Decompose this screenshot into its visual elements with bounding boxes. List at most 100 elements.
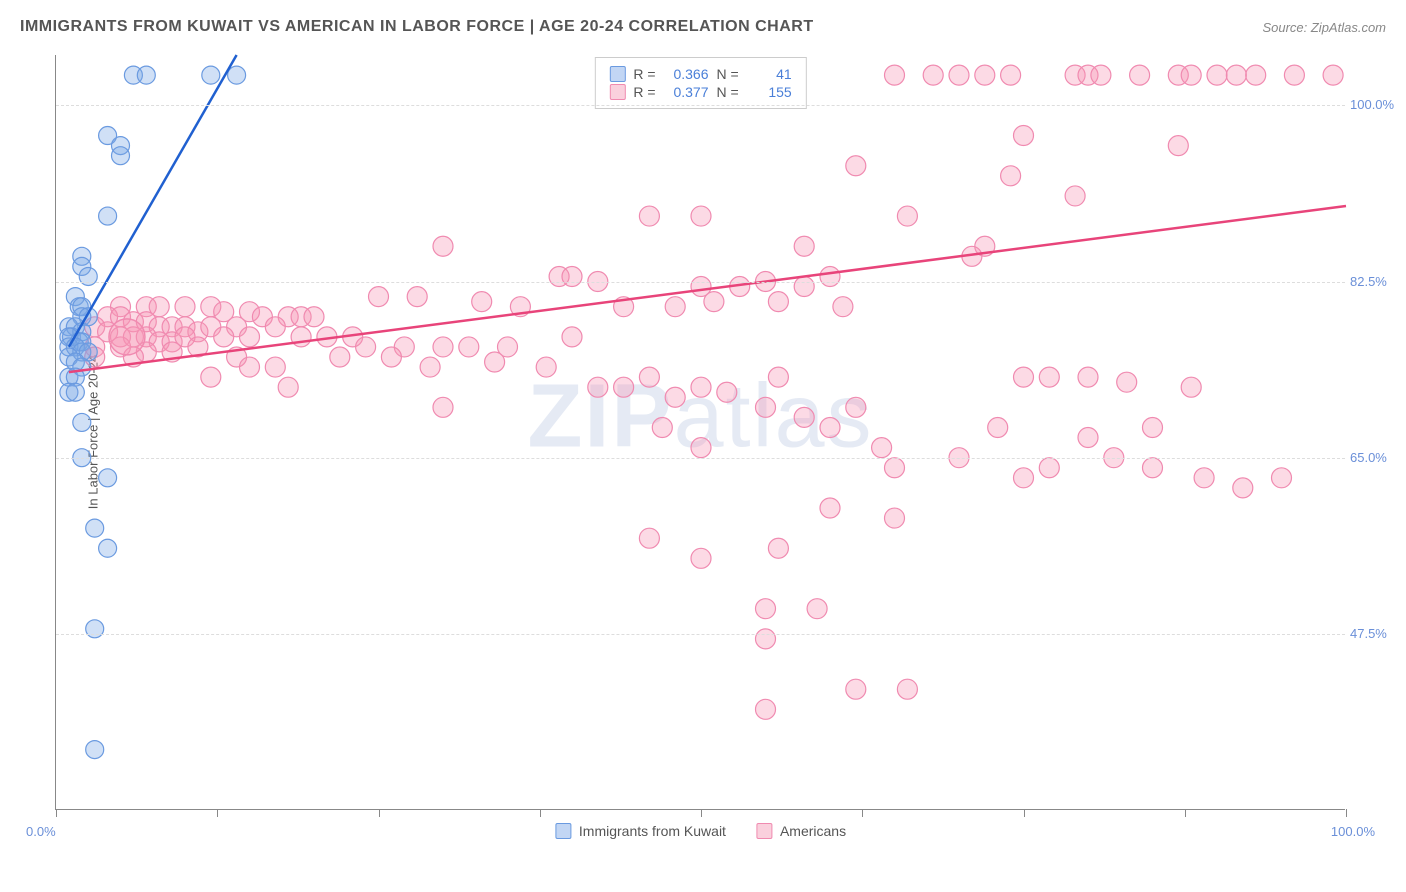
x-tick xyxy=(217,809,218,817)
data-point xyxy=(99,469,117,487)
data-point xyxy=(1272,468,1292,488)
r-label: R = xyxy=(633,84,655,100)
data-point xyxy=(588,377,608,397)
data-point xyxy=(846,156,866,176)
y-tick-label: 47.5% xyxy=(1350,626,1405,641)
data-point xyxy=(1091,65,1111,85)
data-point xyxy=(614,377,634,397)
data-point xyxy=(639,528,659,548)
data-point xyxy=(265,357,285,377)
x-tick xyxy=(1346,809,1347,817)
data-point xyxy=(885,458,905,478)
data-point xyxy=(846,679,866,699)
data-point xyxy=(768,292,788,312)
data-point xyxy=(1078,428,1098,448)
legend-swatch xyxy=(609,84,625,100)
gridline xyxy=(56,634,1345,635)
source-label: Source: ZipAtlas.com xyxy=(1262,20,1386,35)
data-point xyxy=(923,65,943,85)
data-point xyxy=(356,337,376,357)
data-point xyxy=(485,352,505,372)
r-label: R = xyxy=(633,66,655,82)
legend-swatch xyxy=(609,66,625,82)
data-point xyxy=(975,65,995,85)
data-point xyxy=(433,337,453,357)
data-point xyxy=(1117,372,1137,392)
data-point xyxy=(820,266,840,286)
data-point xyxy=(459,337,479,357)
data-point xyxy=(1181,65,1201,85)
data-point xyxy=(820,417,840,437)
data-point xyxy=(794,277,814,297)
y-tick-label: 82.5% xyxy=(1350,274,1405,289)
data-point xyxy=(330,347,350,367)
data-point xyxy=(665,297,685,317)
chart-title: IMMIGRANTS FROM KUWAIT VS AMERICAN IN LA… xyxy=(20,18,814,36)
data-point xyxy=(137,66,155,84)
data-point xyxy=(1039,367,1059,387)
legend-swatch xyxy=(555,823,571,839)
data-point xyxy=(99,539,117,557)
data-point xyxy=(381,347,401,367)
data-point xyxy=(1323,65,1343,85)
n-value: 41 xyxy=(747,66,792,82)
data-point xyxy=(1181,377,1201,397)
data-point xyxy=(420,357,440,377)
data-point xyxy=(1014,367,1034,387)
y-tick-label: 100.0% xyxy=(1350,97,1405,112)
data-point xyxy=(1226,65,1246,85)
data-point xyxy=(1143,417,1163,437)
chart-svg xyxy=(56,55,1345,809)
data-point xyxy=(66,383,84,401)
gridline xyxy=(56,458,1345,459)
data-point xyxy=(433,397,453,417)
data-point xyxy=(278,377,298,397)
x-tick xyxy=(379,809,380,817)
data-point xyxy=(717,382,737,402)
data-point xyxy=(756,629,776,649)
data-point xyxy=(807,599,827,619)
data-point xyxy=(214,327,234,347)
gridline xyxy=(56,105,1345,106)
data-point xyxy=(175,297,195,317)
data-point xyxy=(433,236,453,256)
x-axis-max-label: 100.0% xyxy=(1331,824,1375,839)
r-value: 0.366 xyxy=(664,66,709,82)
data-point xyxy=(1130,65,1150,85)
x-tick xyxy=(540,809,541,817)
data-point xyxy=(1143,458,1163,478)
data-point xyxy=(704,292,724,312)
data-point xyxy=(988,417,1008,437)
data-point xyxy=(1001,65,1021,85)
r-value: 0.377 xyxy=(664,84,709,100)
data-point xyxy=(691,206,711,226)
data-point xyxy=(112,147,130,165)
data-point xyxy=(73,413,91,431)
data-point xyxy=(265,317,285,337)
data-point xyxy=(897,679,917,699)
x-tick xyxy=(1024,809,1025,817)
legend-stats-row: R = 0.377 N = 155 xyxy=(609,84,791,100)
data-point xyxy=(1284,65,1304,85)
data-point xyxy=(756,397,776,417)
data-point xyxy=(756,699,776,719)
trend-line xyxy=(69,206,1346,372)
data-point xyxy=(86,741,104,759)
legend-swatch xyxy=(756,823,772,839)
data-point xyxy=(665,387,685,407)
data-point xyxy=(691,438,711,458)
data-point xyxy=(768,538,788,558)
data-point xyxy=(885,508,905,528)
data-point xyxy=(768,367,788,387)
plot-area: In Labor Force | Age 20-24 ZIPatlas R = … xyxy=(55,55,1345,810)
data-point-large xyxy=(109,319,145,355)
x-tick xyxy=(701,809,702,817)
data-point xyxy=(240,327,260,347)
data-point xyxy=(820,498,840,518)
data-point xyxy=(691,548,711,568)
data-point xyxy=(201,367,221,387)
legend-series-item: Immigrants from Kuwait xyxy=(555,823,726,839)
data-point xyxy=(885,65,905,85)
data-point xyxy=(1001,166,1021,186)
n-value: 155 xyxy=(747,84,792,100)
